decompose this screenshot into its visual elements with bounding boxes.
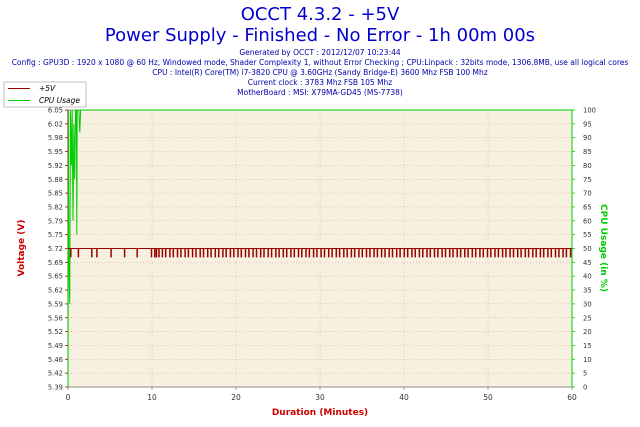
left-tick-label: 5.39 [48,384,63,392]
right-tick-label: 45 [583,259,592,267]
x-tick-label: 60 [567,393,577,402]
left-tick-label: 5.49 [48,342,63,350]
left-tick-label: 5.95 [48,148,63,156]
right-tick-label: 65 [583,203,592,211]
right-tick-label: 10 [583,356,592,364]
right-tick-label: 95 [583,120,592,128]
right-tick-label: 5 [583,370,587,378]
left-tick-label: 6.05 [48,107,63,115]
left-tick-label: 5.75 [48,231,63,239]
x-tick-label: 50 [483,393,493,402]
left-tick-label: 5.69 [48,259,63,267]
right-tick-label: 25 [583,314,592,322]
legend-label-cpu: CPU Usage [39,96,80,105]
left-tick-label: 5.82 [48,203,63,211]
left-tick-label: 5.62 [48,287,63,295]
right-tick-label: 85 [583,148,592,156]
left-tick-label: 5.65 [48,273,63,281]
y-axis-label: Voltage (V) [17,220,27,277]
left-tick-label: 5.92 [48,162,63,170]
right-tick-label: 30 [583,300,592,308]
left-tick-label: 5.56 [48,314,63,322]
x-tick-label: 20 [231,393,241,402]
right-tick-label: 40 [583,273,592,281]
x-tick-label: 10 [147,393,157,402]
left-tick-label: 5.85 [48,190,63,198]
right-tick-label: 70 [583,190,592,198]
voltage-line [68,248,572,258]
right-tick-label: 75 [583,176,592,184]
left-tick-label: 5.79 [48,217,63,225]
right-axis: 0 5 10 15 20 25 30 35 40 45 50 55 60 65 70 75 80 85 90 95 10… [571,107,596,392]
right-tick-label: 20 [583,328,592,336]
left-tick-label: 5.46 [48,356,63,364]
left-tick-label: 5.98 [48,134,63,142]
left-tick-label: 5.72 [48,245,63,253]
right-tick-label: 55 [583,231,592,239]
right-tick-label: 50 [583,245,592,253]
series-cpu-usage [67,109,572,388]
x-axis-label: Duration (Minutes) [272,408,368,418]
legend-label-voltage: +5V [39,84,56,93]
left-tick-label: 6.02 [48,120,63,128]
series-voltage [68,248,572,258]
left-tick-label: 5.52 [48,328,63,336]
info-config: Config : GPU3D : 1920 x 1080 @ 60 Hz, Wi… [11,58,629,67]
right-tick-label: 15 [583,342,592,350]
x-axis: 0 10 20 30 40 50 60 [66,386,577,402]
right-tick-label: 0 [583,384,587,392]
info-cpu: CPU : Intel(R) Core(TM) i7-3820 CPU @ 3.… [152,68,488,77]
x-tick-label: 30 [315,393,325,402]
legend: +5V CPU Usage [3,81,87,108]
right-tick-label: 35 [583,287,592,295]
right-tick-label: 60 [583,217,592,225]
chart-subtitle: Power Supply - Finished - No Error - 1h … [104,25,536,46]
info-generated: Generated by OCCT : 2012/12/07 10:23:44 [239,48,401,57]
right-tick-label: 100 [583,107,596,115]
cpu-usage-line [67,109,572,388]
x-tick-label: 0 [66,393,71,402]
x-tick-label: 40 [399,393,409,402]
left-tick-label: 5.42 [48,370,63,378]
left-tick-label: 5.88 [48,176,63,184]
right-tick-label: 90 [583,134,592,142]
chart-title: OCCT 4.3.2 - +5V [240,4,400,25]
info-motherboard: MotherBoard : MSI: X79MA-GD45 (MS-7738) [237,88,403,97]
right-tick-label: 80 [583,162,592,170]
left-axis: 5.39 5.42 5.46 5.49 5.52 5.56 5.59 5.62 5.65 5.69… [48,107,69,392]
info-clock: Current clock : 3783 Mhz FSB 105 Mhz [247,78,393,87]
y2-axis-label: CPU Usage (in %) [598,204,608,292]
left-tick-label: 5.59 [48,300,63,308]
